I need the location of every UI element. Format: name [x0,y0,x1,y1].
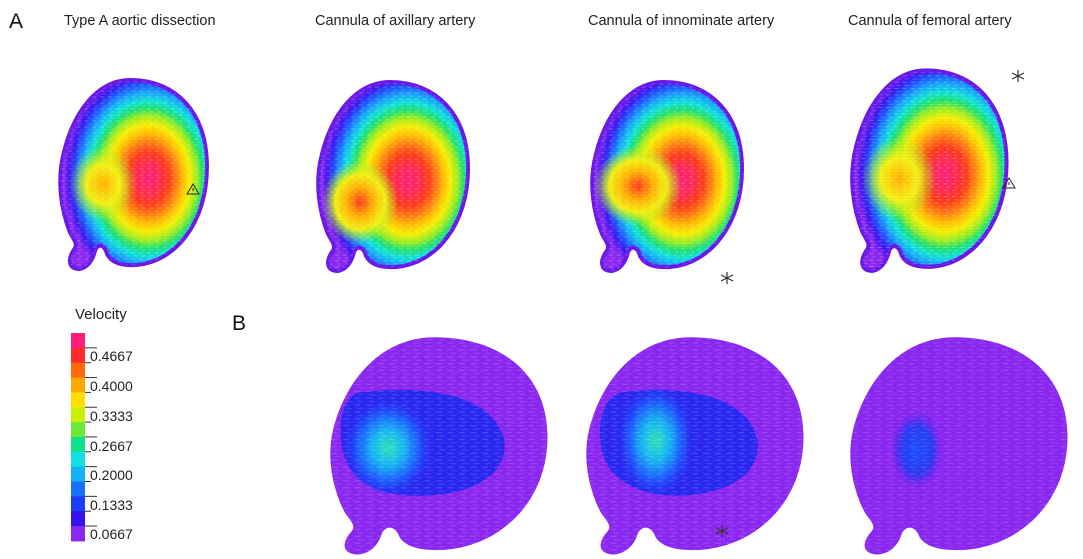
colorbar-swatch [71,333,85,349]
section-b-col3 [586,337,804,555]
colorbar-swatch [71,466,85,482]
legend-tick-label: 0.0667 [90,526,133,542]
warning-triangle-icon [186,183,200,195]
legend-tick-label: 0.1333 [90,497,133,513]
asterisk-icon [720,272,734,284]
legend-tick-label: 0.2000 [90,467,133,483]
title-innominate-cannula: Cannula of innominate artery [588,13,775,29]
colorbar-swatch [71,436,85,453]
colorbar-swatch [71,407,85,423]
section-b-col4 [850,337,1068,555]
legend-title: Velocity [75,306,127,323]
colorbar-swatch [71,451,85,468]
colorbar-swatch [71,377,85,393]
section-a-col1 [58,78,210,271]
title-axillary-cannula: Cannula of axillary artery [315,13,476,29]
section-a-col2 [316,80,470,273]
colorbar-swatch [71,511,85,527]
colorbar-swatch [71,347,85,364]
section-b-col2 [330,337,548,555]
section-a-col4 [852,70,1006,270]
colorbar-swatch [71,526,85,542]
title-femoral-cannula: Cannula of femoral artery [848,13,1012,29]
panel-a-letter: A [9,10,24,33]
legend-tick-label: 0.4667 [90,348,133,364]
legend-tick-label: 0.4000 [90,378,133,394]
legend-tick-label: 0.2667 [90,438,133,454]
asterisk-icon [715,525,729,537]
colorbar-swatch [71,362,85,379]
colorbar-swatch [71,422,85,438]
velocity-colorbar [71,333,97,542]
colorbar-swatch [71,392,85,408]
section-a-col3 [590,80,744,273]
title-type-a-dissection: Type A aortic dissection [64,13,216,29]
colorbar-swatch [71,496,85,512]
colorbar-swatch [71,481,85,497]
legend-tick-label: 0.3333 [90,408,133,424]
panel-b-letter: B [232,312,247,335]
warning-triangle-icon [1002,177,1016,189]
asterisk-icon [1011,70,1025,82]
